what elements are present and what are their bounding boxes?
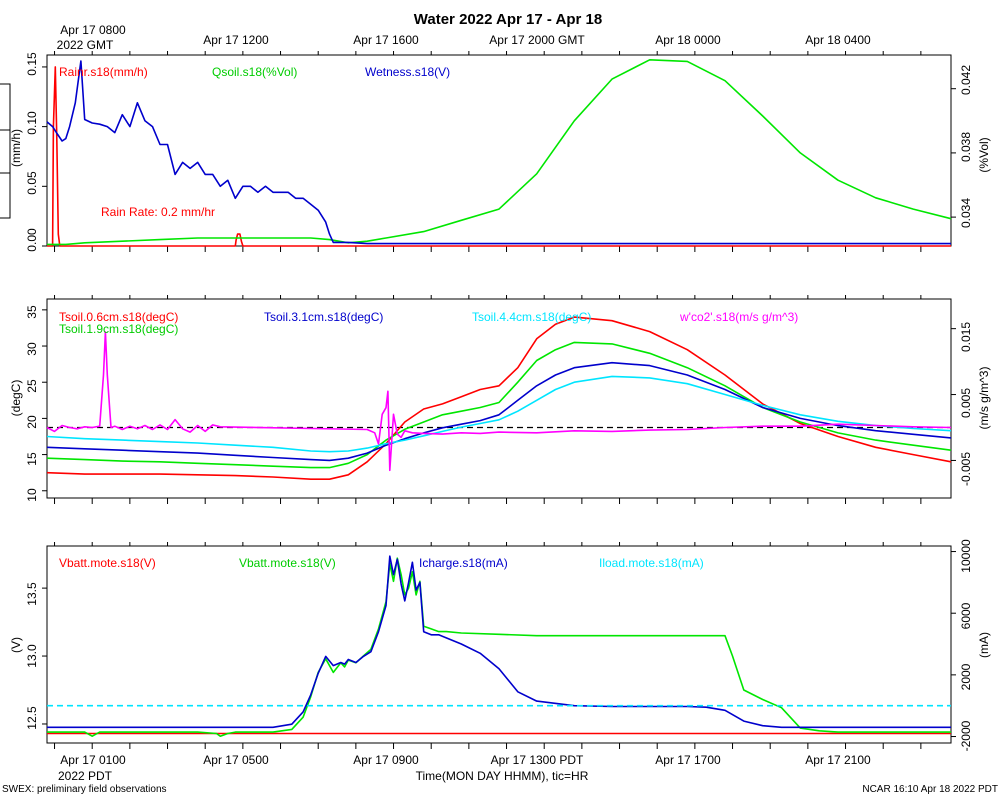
y-tick-label-right: -2000 [959, 720, 973, 751]
y-tick-label: 15 [25, 452, 39, 466]
bottom-axis-label: Apr 17 1300 PDT [491, 753, 584, 767]
footer-right: NCAR 16:10 Apr 18 2022 PDT [862, 784, 998, 795]
y-axis-title-right: (m/s g/m^3) [977, 367, 991, 430]
chart-title: Water 2022 Apr 17 - Apr 18 [414, 11, 602, 28]
legend-vbatt-red: Vbatt.mote.s18(V) [59, 556, 156, 570]
legend-rainr: Rainr.s18(mm/h) [59, 65, 148, 79]
y-axis-title-left: (mm/h) [9, 129, 23, 167]
top-axis-label: Apr 17 2000 GMT [489, 33, 585, 47]
top-axis-label: Apr 18 0000 [655, 33, 721, 47]
y-tick-label-right: 2000 [959, 663, 973, 690]
series-line-w-co2- [46, 331, 952, 472]
legend-icharge: Icharge.s18(mA) [419, 556, 508, 570]
series-line-wetness [46, 60, 951, 245]
legend-tsoil-1-9: Tsoil.1.9cm.s18(degC) [59, 322, 178, 336]
y-tick-label: 0.00 [25, 228, 39, 252]
legend-tsoil-0-6: Tsoil.0.6cm.s18(degC) [59, 310, 178, 324]
bottom-axis-label: Apr 17 0100 [60, 753, 126, 767]
series-line-tsoil [46, 375, 952, 453]
y-tick-label: 25 [25, 379, 39, 393]
y-tick-label-right: 10000 [959, 539, 973, 573]
y-tick-label: 0.15 [25, 52, 39, 76]
y-axis-title-left: (degC) [9, 380, 23, 417]
y-tick-label: 0.10 [25, 111, 39, 135]
legend-qsoil: Qsoil.s18(%Vol) [212, 65, 297, 79]
legend-wco2: w'co2'.s18(m/s g/m^3) [679, 310, 798, 324]
series-line-rainr [47, 66, 951, 247]
bottom-axis-sub-label: 2022 PDT [58, 769, 113, 783]
y-tick-label: 35 [25, 305, 39, 319]
series-line-icharge [47, 555, 951, 729]
bottom-axis-label: Apr 17 0500 [203, 753, 269, 767]
x-ticks [54, 51, 922, 749]
legend-iload: Iload.mote.s18(mA) [599, 556, 704, 570]
bottom-axis-label: Apr 17 1700 [655, 753, 721, 767]
y-tick-label: 13.5 [25, 582, 39, 606]
y-axis-title-right: (mA) [977, 632, 991, 658]
x-axis-title: Time(MON DAY HHMM), tic=HR [416, 769, 589, 783]
top-axis-first-label-line2: 2022 GMT [57, 38, 114, 52]
panel-power-frame [46, 545, 952, 744]
panel-temperature-frame [46, 298, 952, 499]
top-axis-label: Apr 17 1600 [353, 33, 419, 47]
series-line-vbatt [47, 557, 951, 738]
y-tick-label: 0.05 [25, 171, 39, 195]
top-axis-label: Apr 18 0400 [805, 33, 871, 47]
legend-vbatt-green: Vbatt.mote.s18(V) [239, 556, 336, 570]
bottom-axis-label: Apr 17 0900 [353, 753, 419, 767]
y-tick-label-right: 0.015 [959, 322, 973, 352]
y-tick-label-right: 0.038 [959, 132, 973, 162]
y-tick-label-right: 0.005 [959, 388, 973, 418]
y-axis-title-right: (%Vol) [977, 137, 991, 172]
top-axis-first-label-line1: Apr 17 0800 [60, 23, 126, 37]
legend-tsoil-4-4: Tsoil.4.4cm.s18(degC) [472, 310, 591, 324]
y-tick-label: 10 [25, 488, 39, 502]
legend-box-fragment [0, 83, 11, 219]
series-line-tsoil [46, 316, 952, 481]
top-axis-label: Apr 17 1200 [203, 33, 269, 47]
legend-wetness: Wetness.s18(V) [365, 65, 450, 79]
footer-left: SWEX: preliminary field observations [2, 784, 167, 795]
y-tick-label-right: 0.042 [959, 65, 973, 95]
series-line-qsoil [47, 58, 952, 246]
rain-rate-annotation: Rain Rate: 0.2 mm/hr [101, 205, 215, 219]
series-line-tsoil [46, 341, 952, 469]
y-tick-label: 13.0 [25, 644, 39, 668]
bottom-axis-label: Apr 17 2100 [805, 753, 871, 767]
y-axis-title-left: (V) [9, 637, 23, 653]
chart-marks [42, 58, 956, 738]
y-tick-label-right: 6000 [959, 602, 973, 629]
y-tick-label: 12.5 [25, 706, 39, 730]
y-tick-label: 30 [25, 342, 39, 356]
y-tick-label-right: -0.005 [959, 452, 973, 486]
legend-tsoil-3-1: Tsoil.3.1cm.s18(degC) [264, 310, 383, 324]
y-tick-label-right: 0.034 [959, 198, 973, 228]
series-line-tsoil [46, 361, 952, 462]
y-tick-label: 20 [25, 415, 39, 429]
